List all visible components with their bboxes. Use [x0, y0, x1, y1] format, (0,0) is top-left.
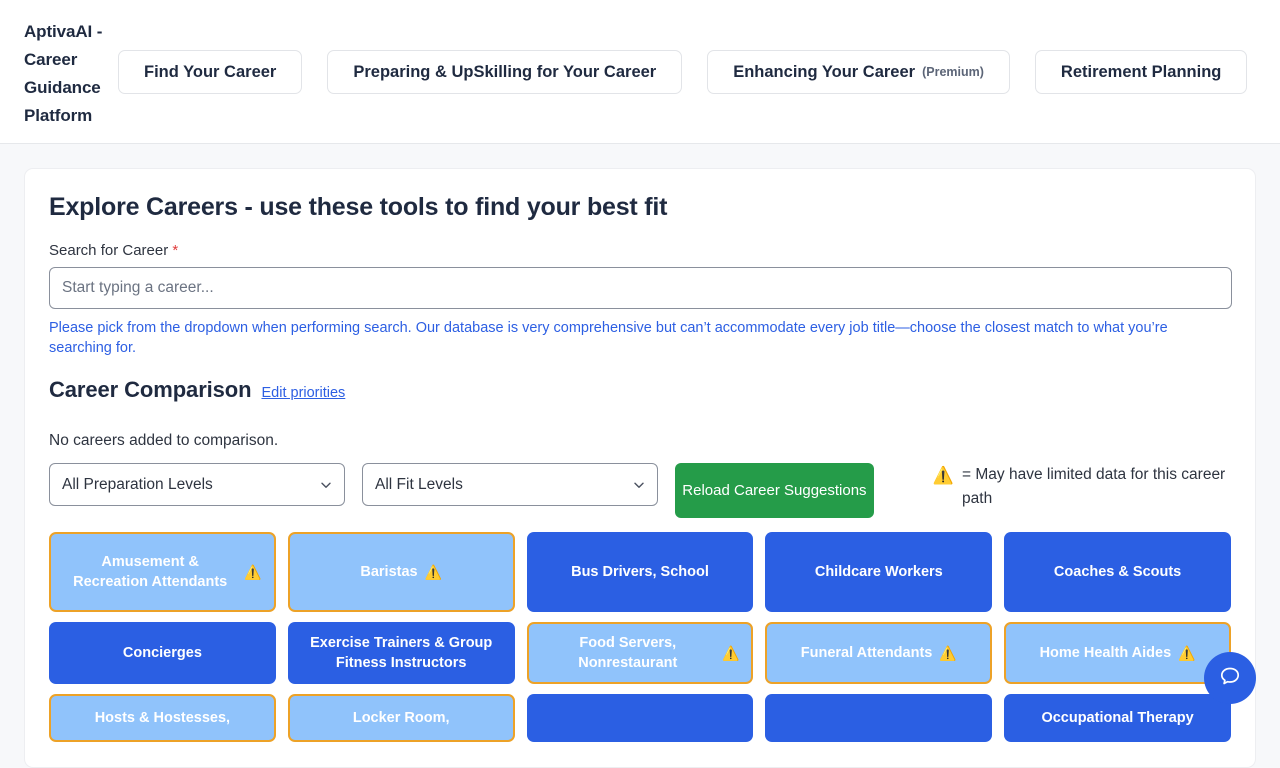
chat-bubble-button[interactable]: [1204, 652, 1256, 704]
nav-tab-preparing-upskilling[interactable]: Preparing & UpSkilling for Your Career: [327, 50, 682, 94]
app-header: AptivaAI - Career Guidance Platform Find…: [0, 0, 1280, 144]
career-card[interactable]: [527, 694, 754, 742]
comparison-empty-state: No careers added to comparison.: [49, 432, 1231, 450]
preparation-level-select[interactable]: All Preparation Levels: [49, 463, 345, 506]
career-card[interactable]: Amusement & Recreation Attendants ⚠️: [49, 532, 276, 612]
reload-career-suggestions-button[interactable]: Reload Career Suggestions: [675, 463, 874, 518]
search-label-text: Search for Career: [49, 242, 168, 259]
warning-icon: ⚠️: [425, 562, 442, 582]
fit-level-select-wrap: All Fit Levels: [362, 463, 658, 506]
career-card[interactable]: Food Servers, Nonrestaurant ⚠️: [527, 622, 754, 684]
nav-tab-find-your-career[interactable]: Find Your Career: [118, 50, 302, 94]
search-help-text: Please pick from the dropdown when perfo…: [49, 318, 1234, 358]
chat-bubble-icon: [1217, 663, 1243, 694]
nav-tab-retirement-planning[interactable]: Retirement Planning: [1035, 50, 1247, 94]
career-card-label: Baristas: [360, 562, 417, 582]
career-card[interactable]: Baristas ⚠️: [288, 532, 515, 612]
career-card-label: Funeral Attendants: [801, 643, 933, 663]
career-card-label: Concierges: [123, 643, 202, 663]
career-card-label: Home Health Aides: [1040, 643, 1172, 663]
career-card-label: Childcare Workers: [815, 562, 943, 582]
career-comparison-header: Career Comparison Edit priorities: [49, 377, 1231, 403]
career-card-label: Coaches & Scouts: [1054, 562, 1181, 582]
career-comparison-title: Career Comparison: [49, 377, 251, 403]
career-card-label: Amusement & Recreation Attendants: [63, 552, 237, 592]
career-card-label: Bus Drivers, School: [571, 562, 709, 582]
warning-icon: ⚠️: [939, 643, 956, 663]
explore-careers-panel: Explore Careers - use these tools to fin…: [24, 168, 1256, 768]
page-title: Explore Careers - use these tools to fin…: [49, 193, 1231, 222]
career-card[interactable]: Hosts & Hostesses,: [49, 694, 276, 742]
search-field-label: Search for Career *: [49, 242, 1231, 259]
career-card-label: Occupational Therapy: [1041, 708, 1193, 728]
career-card[interactable]: Childcare Workers: [765, 532, 992, 612]
limited-data-legend: ⚠️ = May have limited data for this care…: [933, 463, 1231, 511]
nav-tab-label: Find Your Career: [144, 63, 276, 82]
warning-icon: ⚠️: [722, 643, 739, 663]
career-card-label: Exercise Trainers & Group Fitness Instru…: [302, 633, 501, 673]
warning-icon: ⚠️: [1178, 643, 1195, 663]
career-card[interactable]: Exercise Trainers & Group Fitness Instru…: [288, 622, 515, 684]
nav-tab-label: Preparing & UpSkilling for Your Career: [353, 63, 656, 82]
warning-icon: ⚠️: [933, 463, 954, 489]
career-card-label: Food Servers, Nonrestaurant: [541, 633, 715, 673]
fit-level-value: All Fit Levels: [375, 476, 463, 494]
edit-priorities-link[interactable]: Edit priorities: [261, 385, 345, 401]
career-card[interactable]: Locker Room,: [288, 694, 515, 742]
preparation-level-value: All Preparation Levels: [62, 476, 213, 494]
career-card[interactable]: Home Health Aides ⚠️: [1004, 622, 1231, 684]
filter-controls: All Preparation Levels All Fit Levels Re…: [49, 463, 1231, 518]
career-card-label: Locker Room,: [353, 708, 450, 728]
app-title: AptivaAI - Career Guidance Platform: [24, 18, 120, 130]
career-card[interactable]: Funeral Attendants ⚠️: [765, 622, 992, 684]
career-card[interactable]: Bus Drivers, School: [527, 532, 754, 612]
search-input[interactable]: [49, 267, 1232, 309]
career-card[interactable]: Occupational Therapy: [1004, 694, 1231, 742]
nav-tab-enhancing-your-career[interactable]: Enhancing Your Career (Premium): [707, 50, 1010, 94]
required-asterisk: *: [172, 242, 178, 259]
career-card-grid: Amusement & Recreation Attendants⚠️Baris…: [49, 532, 1231, 742]
fit-level-select[interactable]: All Fit Levels: [362, 463, 658, 506]
preparation-level-select-wrap: All Preparation Levels: [49, 463, 345, 506]
nav-tab-label: Enhancing Your Career: [733, 63, 915, 82]
career-card[interactable]: Concierges: [49, 622, 276, 684]
warning-icon: ⚠️: [244, 562, 261, 582]
nav-tab-label: Retirement Planning: [1061, 63, 1221, 82]
legend-text: = May have limited data for this career …: [962, 463, 1231, 511]
career-card[interactable]: [765, 694, 992, 742]
career-card[interactable]: Coaches & Scouts: [1004, 532, 1231, 612]
main-nav: Find Your Career Preparing & UpSkilling …: [118, 50, 1247, 94]
nav-tab-premium-badge: (Premium): [922, 65, 984, 79]
career-card-label: Hosts & Hostesses,: [95, 708, 230, 728]
